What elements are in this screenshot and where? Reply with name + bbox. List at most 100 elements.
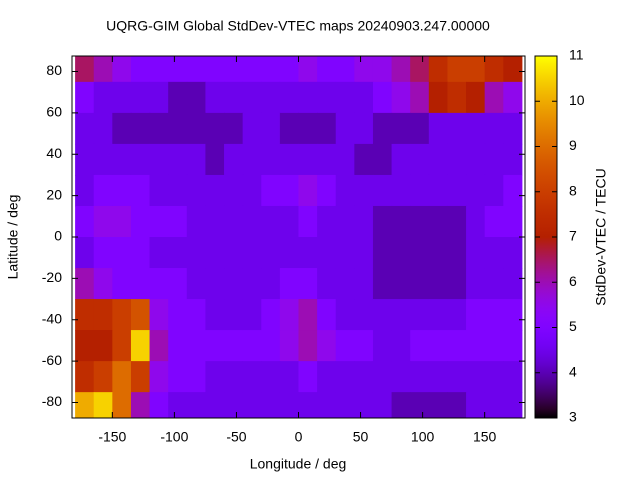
- heat-cell: [484, 392, 504, 418]
- heat-cell: [354, 361, 374, 393]
- heat-cell: [335, 268, 355, 300]
- heat-cell: [130, 361, 151, 393]
- heat-cell: [317, 174, 337, 207]
- heat-cell: [447, 330, 467, 362]
- heat-cell: [224, 392, 244, 418]
- heat-cell: [466, 299, 486, 331]
- heat-cell: [149, 81, 169, 114]
- heat-cell: [205, 268, 225, 300]
- heat-cell: [186, 237, 206, 269]
- heat-cell: [75, 81, 95, 114]
- heat-cell: [75, 361, 95, 393]
- heat-cell: [279, 112, 299, 145]
- heat-cell: [168, 330, 188, 362]
- heat-cell: [447, 237, 467, 269]
- heat-cell: [298, 174, 318, 207]
- heat-cell: [503, 56, 523, 83]
- heat-cell: [75, 299, 95, 331]
- heat-cell: [261, 330, 281, 362]
- heat-cell: [372, 361, 393, 393]
- heat-cell: [391, 268, 411, 300]
- heat-cell: [317, 392, 337, 418]
- heat-cell: [168, 299, 188, 331]
- colorbar-tick-label: 10: [569, 92, 585, 108]
- heat-cell: [279, 361, 299, 393]
- heat-cell: [335, 205, 355, 238]
- heat-cell: [112, 205, 132, 238]
- heat-cell: [130, 330, 151, 362]
- heat-cell: [466, 392, 486, 418]
- heat-cell: [242, 392, 262, 418]
- heat-cell: [317, 81, 337, 114]
- heat-cell: [75, 392, 95, 418]
- heat-cell: [298, 268, 318, 300]
- heat-cell: [410, 81, 430, 114]
- heat-cell: [317, 361, 337, 393]
- heat-cell: [186, 268, 206, 300]
- heat-cell: [484, 268, 504, 300]
- heat-cell: [410, 56, 430, 83]
- heat-cell: [335, 56, 355, 83]
- heat-cell: [317, 330, 337, 362]
- heat-cell: [335, 392, 355, 418]
- y-axis-label: Latitude / deg: [5, 195, 21, 280]
- heat-cell: [298, 330, 318, 362]
- heat-cell: [130, 174, 151, 207]
- heat-cell: [205, 330, 225, 362]
- heat-cell: [391, 81, 411, 114]
- heat-cell: [391, 299, 411, 331]
- heat-cell: [242, 56, 262, 83]
- heat-cell: [186, 81, 206, 114]
- heat-cell: [112, 143, 132, 176]
- colorbar-label: StdDev-VTEC / TECU: [593, 168, 609, 305]
- heat-cell: [354, 174, 374, 207]
- heat-cell: [224, 237, 244, 269]
- heat-cell: [391, 112, 411, 145]
- heat-cell: [149, 392, 169, 418]
- heat-cell: [242, 268, 262, 300]
- heat-cell: [130, 205, 151, 238]
- heat-cell: [149, 330, 169, 362]
- heat-cell: [242, 237, 262, 269]
- heat-cell: [279, 81, 299, 114]
- heat-cell: [75, 205, 95, 238]
- y-tick-label: 80: [46, 62, 62, 78]
- heat-cell: [428, 299, 448, 331]
- heat-cell: [503, 174, 523, 207]
- heat-cell: [75, 112, 95, 145]
- heat-cell: [168, 392, 188, 418]
- x-tick-label: 150: [473, 429, 497, 445]
- heat-cell: [484, 361, 504, 393]
- heat-cell: [261, 392, 281, 418]
- heat-cell: [261, 112, 281, 145]
- heat-cell: [466, 56, 486, 83]
- heat-cell: [224, 174, 244, 207]
- colorbar-tick-label: 11: [569, 47, 584, 63]
- heat-cell: [279, 205, 299, 238]
- heat-cell: [93, 174, 113, 207]
- heat-cell: [428, 56, 448, 83]
- heat-cell: [168, 143, 188, 176]
- heat-cell: [410, 361, 430, 393]
- heat-cell: [205, 361, 225, 393]
- heat-cell: [428, 143, 448, 176]
- x-tick-label: 100: [411, 429, 435, 445]
- heat-cell: [130, 268, 151, 300]
- heat-cell: [410, 299, 430, 331]
- heat-cell: [93, 330, 113, 362]
- heat-cell: [112, 174, 132, 207]
- colorbar-tick-label: 3: [569, 409, 577, 425]
- heatmap: [75, 56, 523, 418]
- heat-cell: [410, 143, 430, 176]
- heat-cell: [410, 392, 430, 418]
- heat-cell: [484, 112, 504, 145]
- x-axis-label: Longitude / deg: [250, 456, 347, 472]
- heat-cell: [428, 174, 448, 207]
- heat-cell: [447, 392, 467, 418]
- heat-cell: [93, 112, 113, 145]
- heat-cell: [112, 361, 132, 393]
- heat-cell: [428, 205, 448, 238]
- heat-cell: [93, 299, 113, 331]
- heat-cell: [242, 143, 262, 176]
